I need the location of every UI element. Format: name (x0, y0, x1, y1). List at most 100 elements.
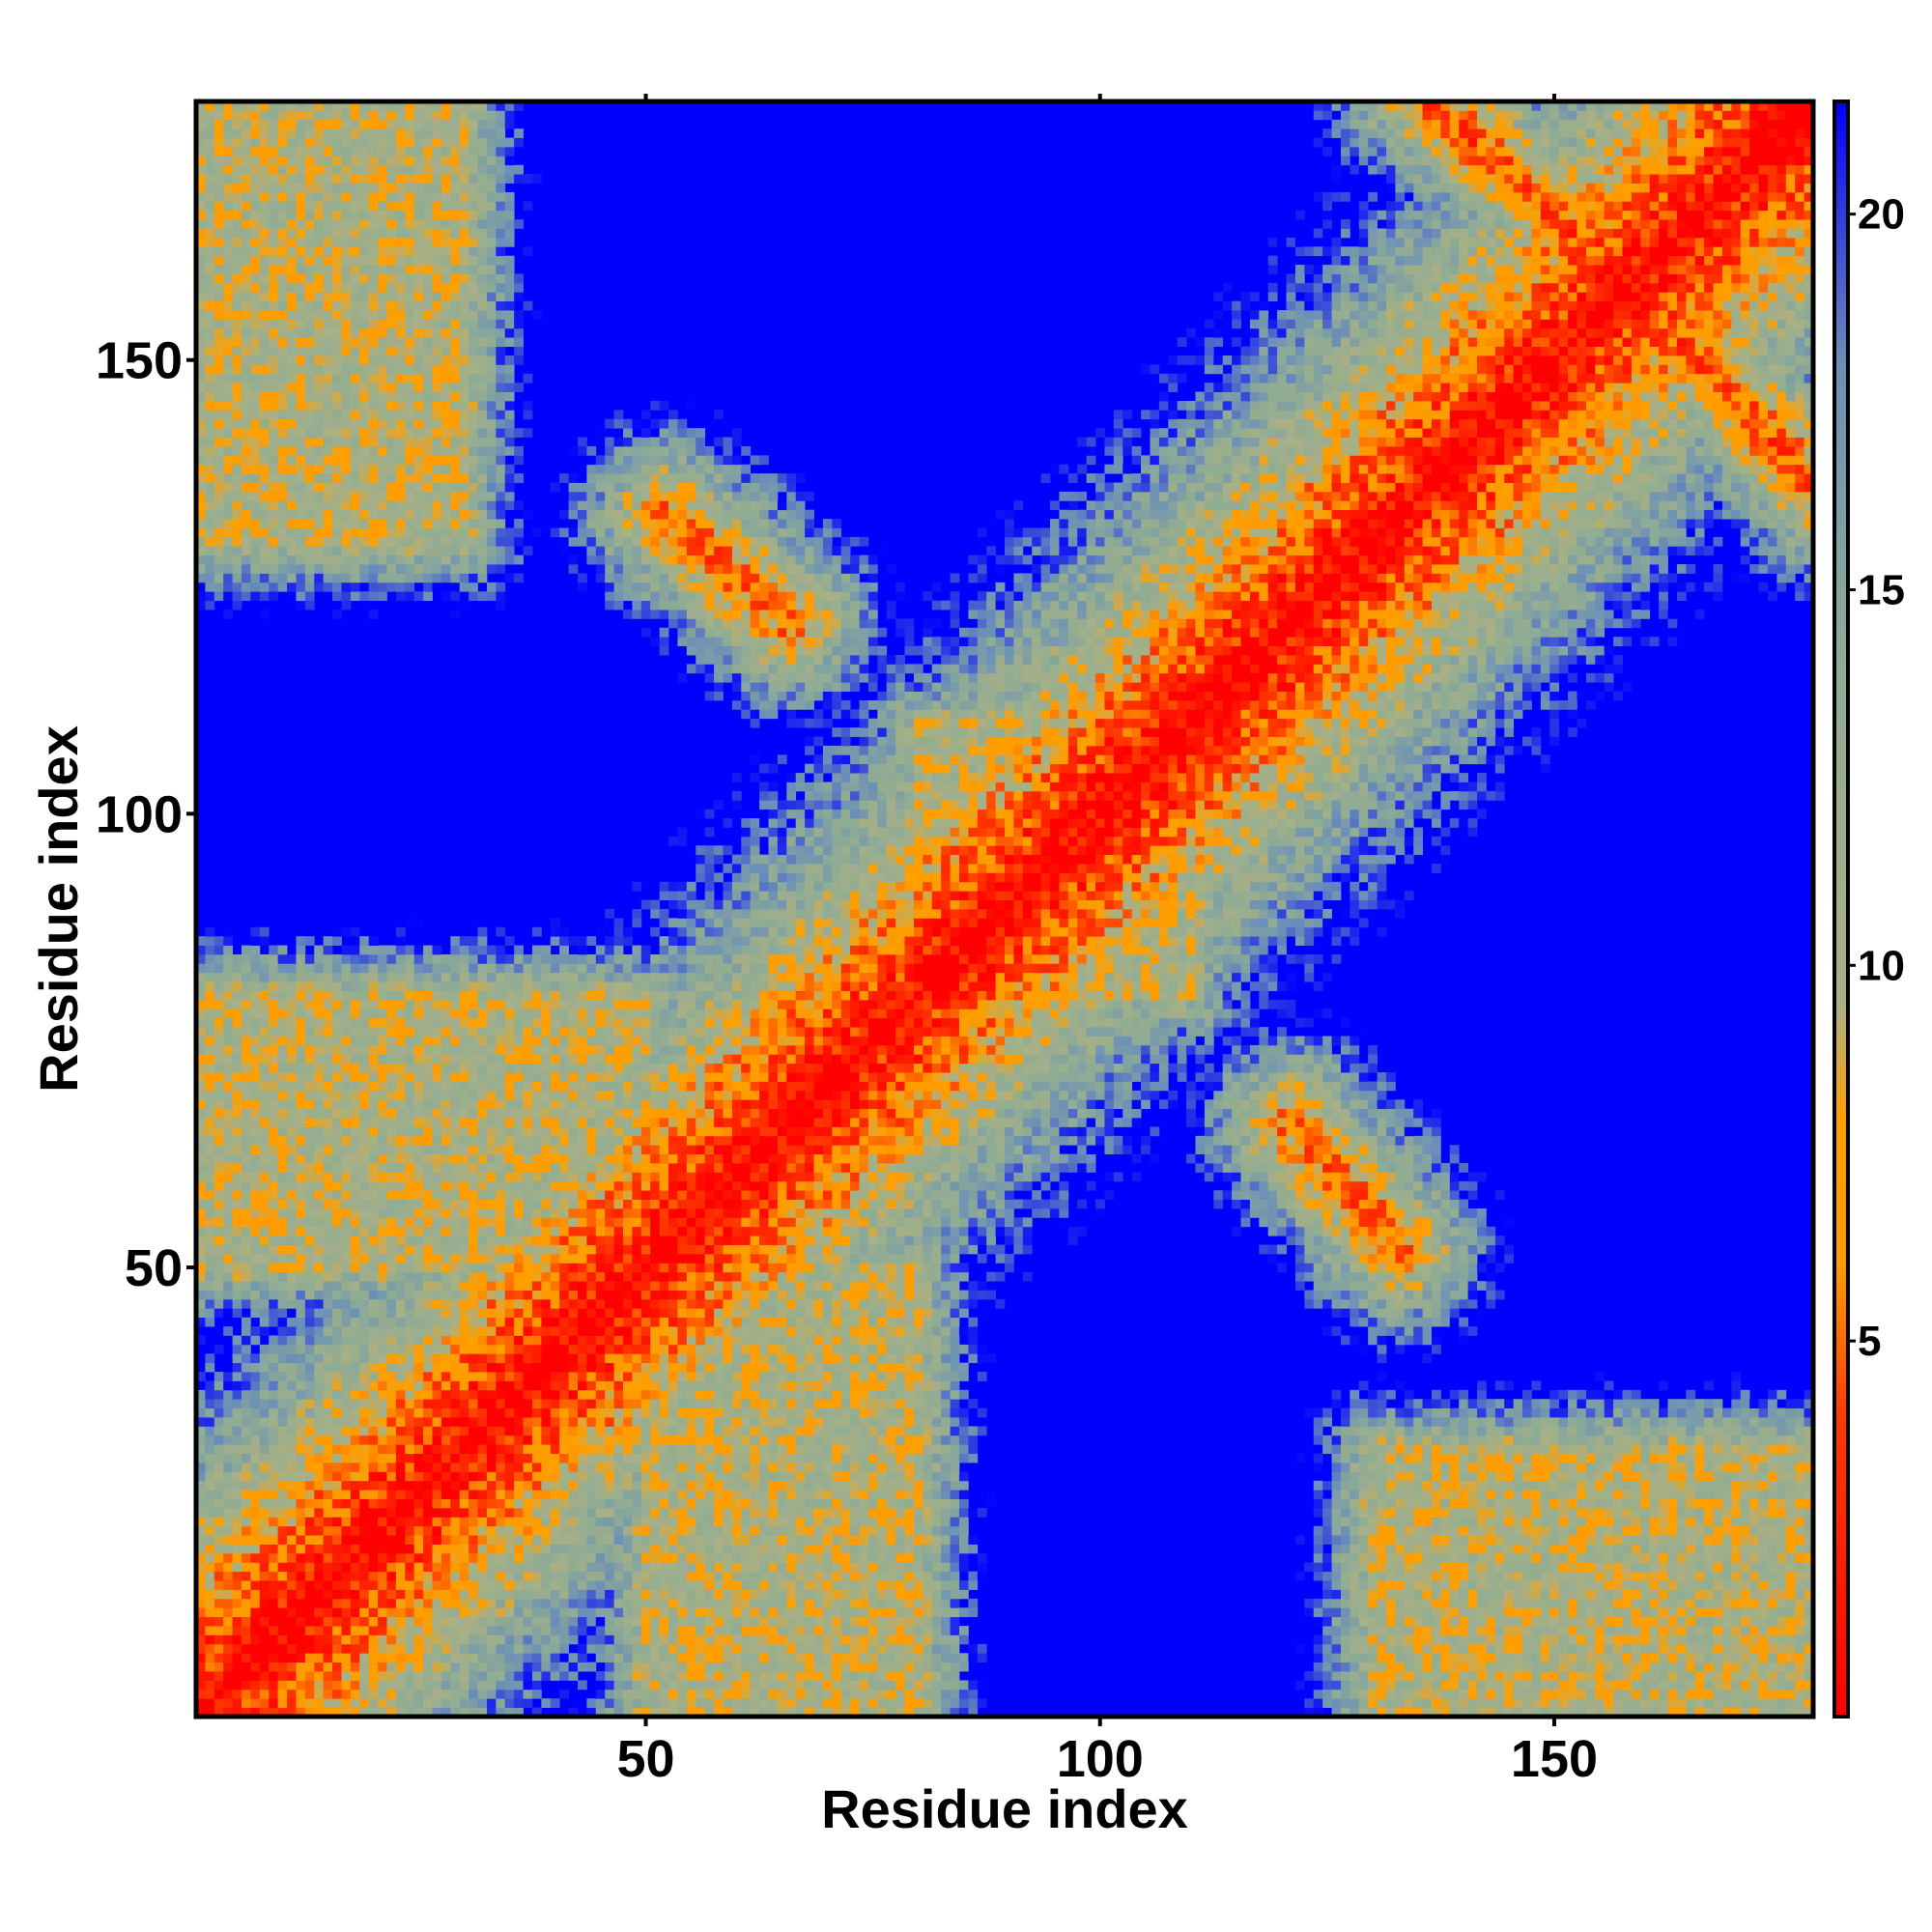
heatmap-cell (304, 509, 315, 520)
heatmap-cell (1676, 1680, 1687, 1690)
heatmap-cell (1659, 1671, 1668, 1681)
heatmap-cell (413, 1680, 424, 1690)
heatmap-cell (923, 1643, 933, 1654)
heatmap-cell (741, 1698, 752, 1708)
heatmap-cell (287, 1063, 297, 1073)
heatmap-cell (296, 327, 306, 338)
heatmap-cell (450, 1662, 461, 1672)
heatmap-cell (504, 1607, 515, 1618)
heatmap-cell (196, 546, 206, 556)
heatmap-cell (1640, 1589, 1651, 1600)
heatmap-cell (850, 1698, 860, 1708)
heatmap-cell (1558, 1616, 1569, 1627)
heatmap-cell (923, 1671, 933, 1681)
heatmap-cell (1540, 1698, 1550, 1708)
heatmap-cell (350, 1290, 360, 1300)
heatmap-cell (259, 246, 270, 257)
heatmap-cell (1676, 1707, 1687, 1718)
heatmap-cell (250, 146, 261, 156)
heatmap-cell (314, 564, 325, 574)
heatmap-cell (213, 210, 224, 220)
heatmap-cell (1595, 1707, 1605, 1718)
heatmap-cell (386, 1680, 397, 1690)
heatmap-cell (232, 573, 242, 583)
heatmap-cell (750, 1607, 760, 1618)
heatmap-cell (242, 536, 251, 547)
heatmap-cell (405, 1698, 415, 1708)
heatmap-cell (314, 292, 325, 302)
heatmap-cell (332, 1090, 342, 1100)
heatmap-cell (304, 1180, 315, 1191)
heatmap-cell (304, 573, 315, 583)
heatmap-cell (287, 265, 297, 274)
heatmap-cell (950, 1634, 960, 1645)
heatmap-cell (1467, 1616, 1478, 1627)
heatmap-cell (341, 1426, 352, 1436)
heatmap-cell (323, 1099, 333, 1110)
heatmap-cell (250, 1462, 261, 1472)
heatmap-cell (523, 1616, 533, 1627)
heatmap-cell (223, 972, 234, 982)
heatmap-cell (1440, 1552, 1451, 1563)
heatmap-cell (840, 1607, 851, 1618)
heatmap-cell (1432, 1643, 1441, 1654)
heatmap-cell (259, 573, 270, 583)
heatmap-cell (296, 1036, 306, 1046)
heatmap-cell (223, 464, 234, 474)
heatmap-cell (205, 201, 215, 212)
heatmap-cell (1613, 1707, 1623, 1718)
heatmap-cell (1785, 1580, 1796, 1590)
heatmap-cell (314, 500, 325, 511)
heatmap-cell (859, 1680, 869, 1690)
heatmap-cell (541, 1589, 552, 1600)
heatmap-cell (777, 1653, 787, 1663)
heatmap-cell (1440, 1634, 1451, 1645)
heatmap-cell (332, 546, 342, 556)
heatmap-cell (1440, 1698, 1451, 1708)
heatmap-cell (196, 473, 206, 483)
heatmap-cell (205, 1163, 215, 1173)
heatmap-cell (296, 936, 306, 946)
heatmap-cell (1368, 1671, 1378, 1681)
heatmap-cell (795, 1643, 806, 1654)
heatmap-cell (223, 174, 234, 184)
heatmap-cell (723, 1653, 733, 1663)
heatmap-cell (205, 1643, 215, 1654)
heatmap-cell (250, 1226, 261, 1236)
heatmap-cell (250, 1544, 261, 1554)
heatmap-cell (277, 1190, 288, 1200)
heatmap-cell (459, 1689, 469, 1699)
heatmap-cell (568, 1671, 579, 1681)
heatmap-cell (668, 1544, 678, 1554)
heatmap-cell (750, 1634, 760, 1645)
heatmap-cell (323, 174, 333, 184)
heatmap-cell (242, 1226, 251, 1236)
heatmap-cell (550, 1552, 560, 1563)
heatmap-cell (359, 174, 370, 184)
heatmap-cell (296, 1662, 306, 1672)
heatmap-cell (269, 1253, 279, 1264)
heatmap-cell (296, 128, 306, 138)
heatmap-cell (232, 519, 242, 528)
heatmap-cell (205, 546, 215, 556)
heatmap-cell (1595, 1552, 1605, 1563)
heatmap-cell (686, 1626, 696, 1635)
heatmap-cell (1522, 1689, 1532, 1699)
heatmap-cell (232, 1090, 242, 1100)
heatmap-cell (469, 1562, 478, 1573)
heatmap-cell (423, 1589, 433, 1600)
heatmap-cell (931, 1680, 942, 1690)
heatmap-cell (205, 953, 215, 964)
heatmap-cell (1440, 1598, 1451, 1608)
heatmap-cell (359, 410, 370, 420)
heatmap-cell (332, 1044, 342, 1055)
heatmap-cell (1368, 1589, 1378, 1600)
heatmap-cell (213, 1063, 224, 1073)
heatmap-cell (1640, 1643, 1651, 1654)
heatmap-cell (1686, 1707, 1696, 1718)
heatmap-cell (1368, 1707, 1378, 1718)
heatmap-cell (1740, 1562, 1750, 1573)
heatmap-cell (223, 418, 234, 429)
heatmap-cell (1640, 1571, 1651, 1581)
heatmap-cell (1640, 1634, 1651, 1645)
